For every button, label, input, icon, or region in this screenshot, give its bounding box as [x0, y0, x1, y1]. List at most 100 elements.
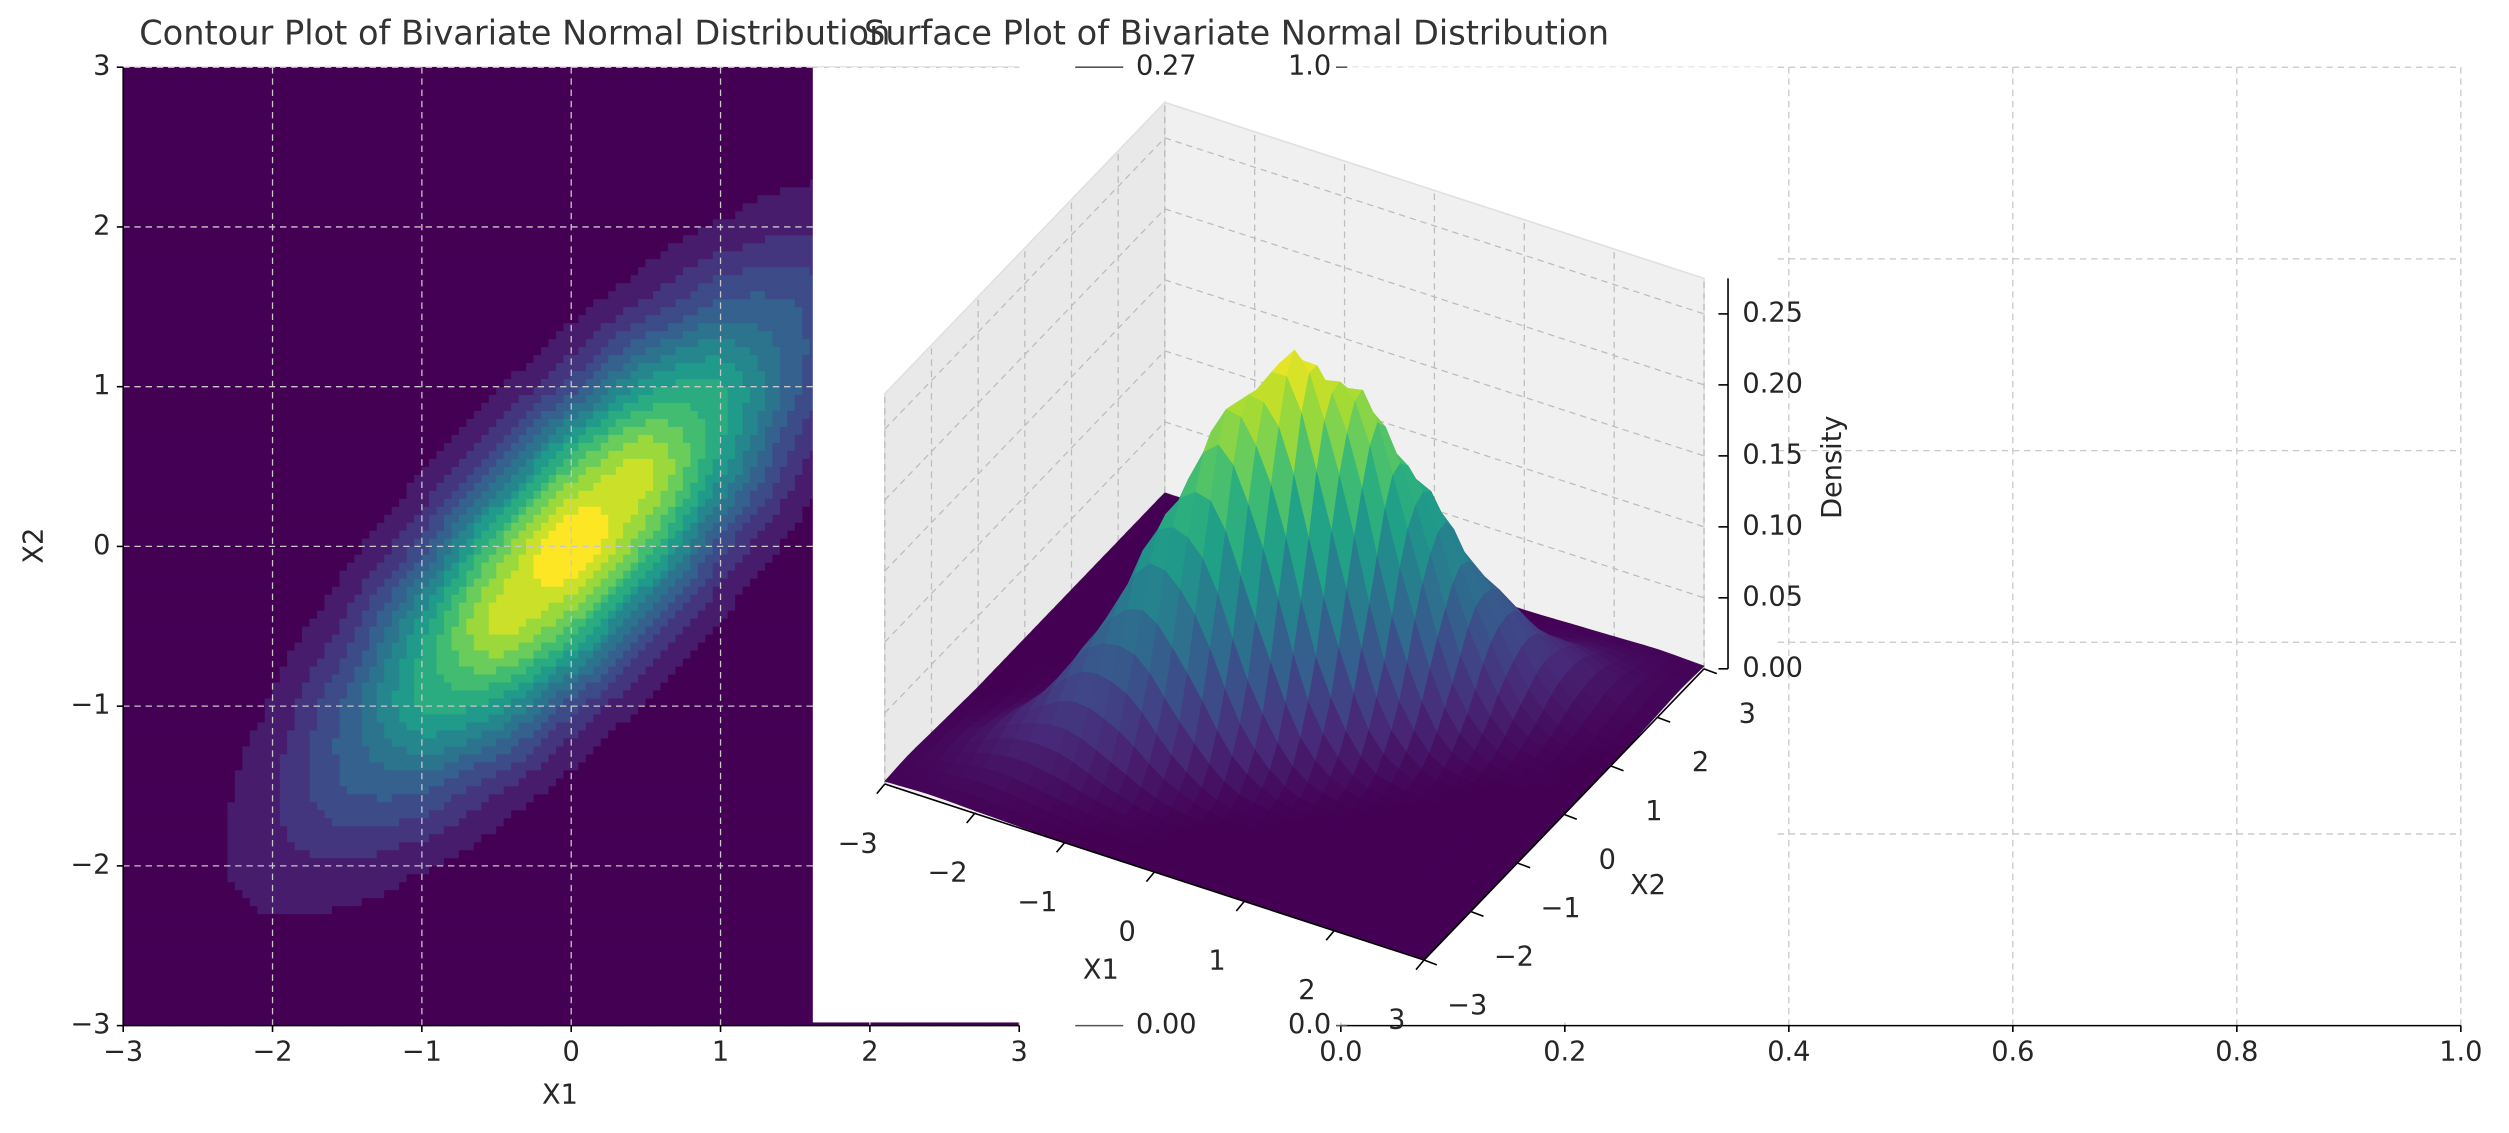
contour-band	[361, 649, 378, 659]
contour-band	[742, 402, 766, 411]
y-tick-label: −3	[1447, 990, 1487, 1021]
contour-band	[443, 825, 497, 835]
contour-band	[473, 514, 482, 523]
contour-band	[518, 681, 535, 691]
x-tick-label: 0	[563, 1036, 580, 1067]
contour-band	[466, 594, 482, 603]
contour-band	[391, 570, 408, 579]
contour-band	[757, 530, 789, 539]
contour-band	[533, 386, 557, 395]
contour-band	[682, 602, 706, 611]
contour-band	[615, 625, 632, 635]
contour-band	[682, 482, 691, 491]
contour-band	[727, 402, 744, 411]
contour-band	[518, 418, 535, 427]
contour-band	[294, 697, 318, 707]
contour-band	[593, 641, 602, 651]
contour-band	[122, 745, 243, 755]
contour-band	[503, 586, 579, 595]
contour-band	[264, 705, 296, 715]
contour-band	[473, 602, 490, 611]
contour-band	[630, 386, 654, 395]
contour-band	[600, 578, 617, 587]
contour-band	[317, 721, 341, 731]
contour-band	[391, 609, 408, 619]
contour-band	[682, 514, 699, 523]
contour-band	[630, 410, 699, 419]
contour-band	[122, 785, 236, 795]
contour-band	[630, 681, 662, 691]
contour-band	[369, 633, 385, 643]
contour-band	[593, 354, 609, 364]
contour-band	[765, 498, 781, 507]
contour-band	[578, 410, 594, 419]
contour-band	[548, 498, 565, 507]
contour-band	[122, 889, 243, 899]
contour-band	[496, 562, 520, 571]
contour-band	[555, 386, 579, 395]
contour-band	[122, 330, 557, 340]
contour-band	[451, 546, 460, 555]
contour-band	[443, 522, 453, 531]
contour-band	[593, 402, 609, 411]
contour-band	[600, 418, 617, 427]
contour-band	[615, 641, 632, 651]
contour-band	[600, 322, 632, 332]
contour-band	[608, 426, 624, 435]
contour-band	[675, 609, 699, 619]
contour-band	[541, 737, 565, 747]
contour-band	[429, 522, 445, 531]
contour-band	[249, 729, 288, 739]
contour-band	[660, 625, 684, 635]
contour-band	[705, 418, 729, 427]
contour-band	[122, 570, 341, 579]
contour-band	[503, 705, 527, 715]
contour-band	[443, 801, 482, 811]
contour-band	[757, 450, 774, 459]
contour-band	[623, 602, 639, 611]
contour-band	[779, 354, 803, 364]
colorbar-tick-label: 0.27	[1136, 51, 1197, 82]
contour-band	[421, 506, 438, 515]
tick	[876, 783, 886, 795]
contour-band	[541, 466, 557, 475]
contour-band	[488, 602, 550, 611]
tick	[1145, 871, 1156, 883]
contour-band	[585, 681, 609, 691]
contour-band	[638, 378, 677, 388]
contour-band	[630, 594, 647, 603]
contour-band	[533, 418, 550, 427]
contour-band	[608, 617, 624, 627]
contour-band	[309, 617, 341, 627]
contour-band	[361, 681, 378, 691]
contour-band	[578, 705, 602, 715]
contour-band	[600, 633, 609, 643]
x-tick-label: −1	[402, 1036, 442, 1067]
contour-band	[384, 514, 415, 523]
contour-band	[779, 426, 803, 435]
contour-band	[339, 665, 355, 675]
z-tick-label: 0.05	[1742, 581, 1803, 612]
contour-band	[750, 538, 781, 547]
contour-band	[443, 514, 460, 523]
contour-band	[458, 657, 520, 667]
contour-band	[585, 721, 617, 731]
contour-band	[503, 450, 520, 459]
contour-band	[122, 194, 759, 204]
contour-band	[496, 769, 527, 779]
contour-band	[503, 689, 527, 699]
contour-band	[541, 490, 557, 499]
contour-band	[593, 386, 609, 395]
x-tick-label: 2	[1298, 975, 1315, 1006]
contour-band	[653, 482, 669, 491]
contour-band	[361, 586, 378, 595]
contour-band	[279, 785, 311, 795]
contour-band	[279, 665, 311, 675]
contour-band	[772, 330, 803, 340]
contour-band	[765, 442, 774, 451]
contour-band	[623, 458, 654, 467]
contour-band	[473, 466, 490, 475]
contour-band	[443, 777, 482, 787]
contour-band	[511, 673, 535, 683]
contour-band	[608, 290, 654, 300]
